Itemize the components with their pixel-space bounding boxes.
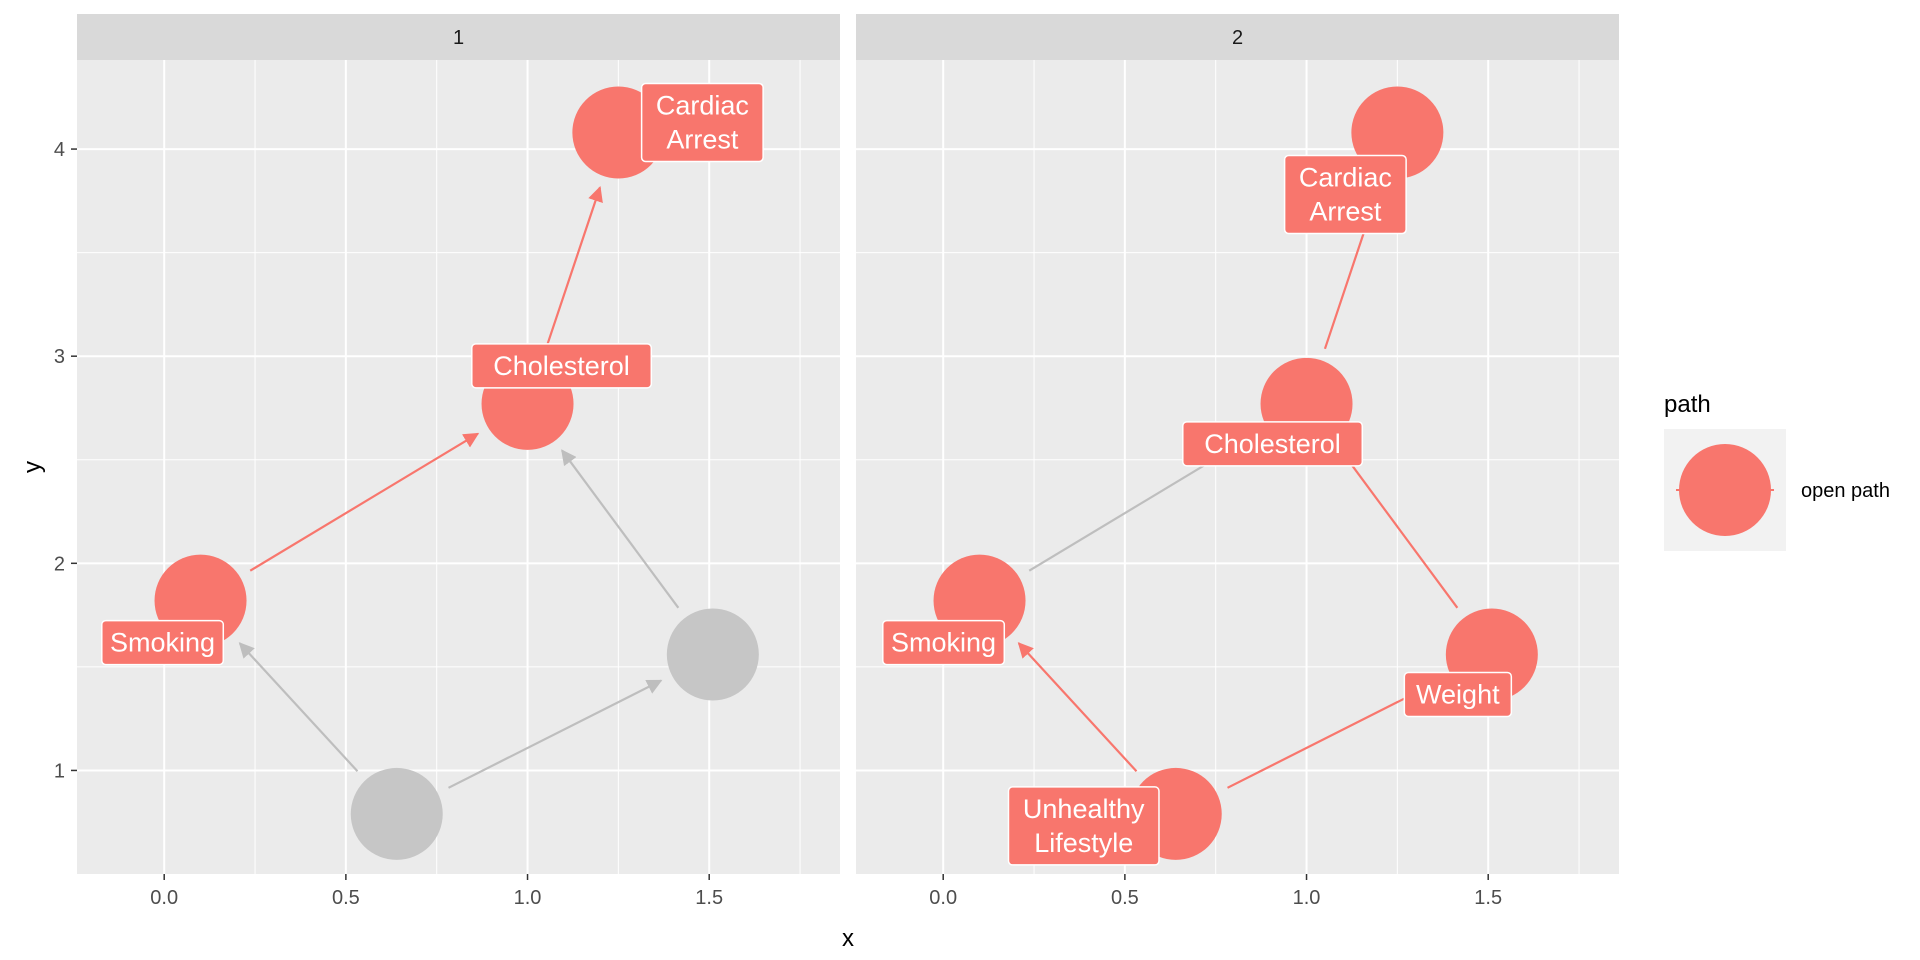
node-label-box <box>1403 671 1513 718</box>
node-label-box <box>882 619 1006 666</box>
facet-strip <box>77 14 840 60</box>
edge-smoking-to-chol <box>249 432 480 572</box>
node-label-box <box>1283 154 1407 235</box>
node-label-line: Arrest <box>666 124 739 154</box>
edge-lifestyle-to-smoking <box>238 642 359 772</box>
facet-panel-2: 2 0.0 0.5 1.0 1.5 Cardiac Arrest Cholesterol Smo… <box>856 14 1619 909</box>
node-label-line: Cardiac <box>1299 162 1392 192</box>
node-label-box <box>471 343 653 389</box>
panel-background <box>77 60 840 874</box>
facet-strip-label: 2 <box>1232 27 1243 49</box>
node-label-line: Weight <box>1416 679 1500 709</box>
x-axis-title: x <box>842 925 854 952</box>
facet-strip <box>856 14 1619 60</box>
node-lifestyle <box>350 767 443 860</box>
node-label-chol: Cholesterol <box>471 343 653 389</box>
node-label-smoking: Smoking <box>882 619 1006 666</box>
y-tick-label: 1 <box>54 760 65 782</box>
node-label-line: Arrest <box>1309 196 1382 226</box>
x-tick-label: 0.0 <box>929 887 957 909</box>
y-tick-label: 2 <box>54 553 65 575</box>
y-tick-label: 4 <box>54 139 65 161</box>
legend-key-circle <box>1679 444 1771 536</box>
node-label-box <box>101 619 225 666</box>
edge-weight-to-chol <box>561 449 680 609</box>
node-label-line: Cholesterol <box>493 351 630 381</box>
node-label-line: Cardiac <box>656 90 749 120</box>
x-tick-label: 1.5 <box>1474 887 1502 909</box>
node-label-smoking: Smoking <box>101 619 225 666</box>
edge-weight-to-chol <box>1340 449 1459 609</box>
x-tick-label: 0.5 <box>1111 887 1139 909</box>
x-tick-label: 1.5 <box>695 887 723 909</box>
node-label-weight: Weight <box>1403 671 1513 718</box>
edge-chol-to-cardiac <box>544 186 603 350</box>
node-label-chol: Cholesterol <box>1182 421 1364 467</box>
node-label-line: Cholesterol <box>1204 429 1341 459</box>
node-label-line: Smoking <box>110 628 215 658</box>
node-label-box <box>1007 786 1160 866</box>
facet-strip-label: 1 <box>453 27 464 49</box>
node-label-box <box>640 82 764 163</box>
edge-lifestyle-to-smoking <box>1017 642 1138 772</box>
x-tick-label: 1.0 <box>514 887 542 909</box>
legend-label-open-path: open path <box>1801 480 1890 502</box>
node-label-line: Lifestyle <box>1034 828 1133 858</box>
panel-background <box>856 60 1619 874</box>
legend: path open path <box>1664 391 1890 551</box>
x-tick-label: 1.0 <box>1293 887 1321 909</box>
x-tick-label: 0.0 <box>150 887 178 909</box>
node-label-line: Smoking <box>891 628 996 658</box>
node-label-line: Unhealthy <box>1023 794 1145 824</box>
legend-title: path <box>1664 391 1711 418</box>
node-label-cardiac: Cardiac Arrest <box>640 82 764 163</box>
facet-panel-1: 1 0.0 0.5 1.0 1.5 1 2 3 4 Cardiac Arrest Cholestero… <box>54 14 840 909</box>
node-label-lifestyle: Unhealthy Lifestyle <box>1007 786 1160 866</box>
x-tick-label: 0.5 <box>332 887 360 909</box>
node-label-box <box>1182 421 1364 467</box>
node-label-cardiac: Cardiac Arrest <box>1283 154 1407 235</box>
y-tick-label: 3 <box>54 346 65 368</box>
node-weight <box>666 608 759 701</box>
edge-lifestyle-to-weight <box>448 679 663 789</box>
y-axis-title: y <box>19 461 46 473</box>
